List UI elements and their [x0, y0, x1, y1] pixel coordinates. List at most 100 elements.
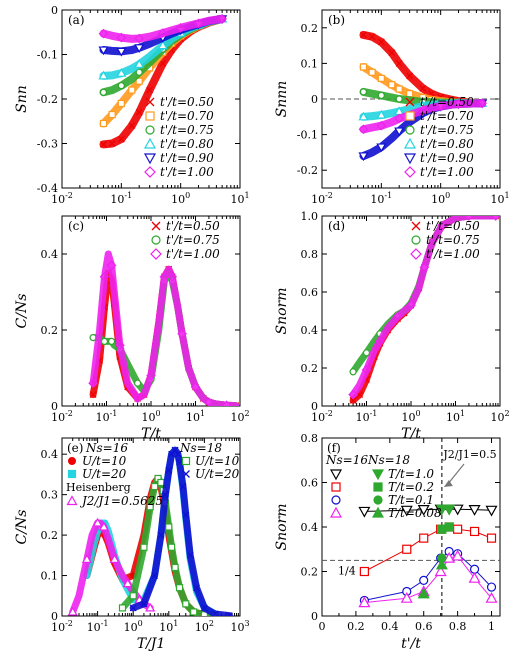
tick-label: 0.8 — [449, 620, 467, 633]
data-point — [118, 604, 127, 612]
data-point — [358, 124, 369, 135]
data-point — [177, 328, 187, 339]
data-point — [175, 22, 186, 33]
data-point — [135, 68, 143, 76]
tick-label: 100 — [124, 619, 143, 634]
data-point — [157, 531, 165, 539]
tick-label: -0.3 — [37, 138, 58, 151]
tick-label: 0.4 — [41, 248, 59, 261]
data-point — [358, 506, 371, 518]
legend-title: Heisenberg — [66, 481, 131, 494]
legend-label: T/t=0.2 — [388, 480, 434, 494]
data-point — [151, 482, 159, 491]
data-point — [167, 271, 178, 282]
tick-label: 0 — [311, 93, 318, 106]
data-point — [376, 143, 387, 153]
data-point — [464, 216, 474, 221]
data-point — [217, 14, 227, 24]
tick-label: 101 — [446, 409, 465, 424]
data-point — [451, 549, 464, 561]
data-point — [182, 470, 190, 478]
series-group — [98, 13, 228, 149]
tick-label: -0.1 — [37, 49, 58, 62]
data-point — [419, 575, 429, 586]
data-point — [419, 262, 430, 273]
data-point — [159, 59, 167, 67]
tick-label: 0.2 — [301, 22, 319, 35]
data-point — [358, 152, 369, 162]
data-point — [373, 482, 383, 492]
data-point — [134, 379, 142, 387]
data-point — [406, 90, 414, 98]
data-point — [331, 495, 341, 505]
data-point — [349, 368, 357, 376]
legend-title: Ns=16 — [85, 441, 128, 455]
data-point — [132, 393, 143, 404]
legend-label: J2/J1=0.5625 — [79, 494, 163, 508]
data-point — [468, 505, 481, 516]
data-point — [395, 59, 403, 67]
legend-label: t'/t=1.00 — [426, 247, 480, 261]
data-point — [129, 604, 137, 612]
data-point — [134, 59, 145, 68]
plot-frame — [61, 437, 241, 617]
legend-label: t'/t=0.50 — [426, 219, 480, 233]
data-point — [394, 113, 405, 124]
panel-b: 10-2 10-1 100 101 -0.2 -0.1 0 0.1 0.2 (b) Snnn t'/t… — [274, 9, 510, 206]
tick-label: 0 — [311, 400, 318, 413]
data-point — [134, 44, 145, 54]
legend-label: U/t=10 — [195, 454, 240, 468]
legend-label: U/t=20 — [195, 467, 240, 481]
y-axis-title: C/Ns — [14, 510, 30, 545]
data-point — [157, 478, 165, 487]
data-point — [146, 370, 156, 381]
data-point — [88, 378, 98, 389]
data-point — [146, 503, 154, 511]
y-axis-title: Snn — [14, 85, 30, 113]
arrow-head — [443, 480, 453, 487]
legend-label: t'/t=0.70 — [420, 109, 474, 123]
data-point — [375, 336, 385, 347]
data-point — [477, 98, 487, 109]
data-point — [98, 521, 109, 531]
series-band — [359, 99, 487, 134]
tick-label: 0.8 — [301, 248, 319, 261]
tick-label: 0.8 — [301, 432, 319, 445]
tick-label: -0.2 — [297, 164, 318, 177]
data-point — [395, 95, 403, 103]
data-point — [128, 122, 136, 130]
data-point — [437, 220, 447, 231]
data-point — [186, 551, 194, 559]
hline-label: 1/4 — [338, 564, 356, 577]
annotation-arrow — [447, 463, 465, 485]
y-axis-title: Snorm — [274, 287, 290, 334]
tick-label: 0.4 — [301, 324, 319, 337]
data-point — [106, 260, 117, 271]
data-point — [165, 466, 173, 474]
data-point — [99, 88, 108, 96]
panel-label: (d) — [328, 219, 345, 233]
tick-label: 102 — [230, 409, 249, 424]
legend-label: t'/t=1.00 — [420, 165, 474, 179]
panel-label: (e) — [67, 441, 83, 455]
tick-label: 102 — [490, 409, 509, 424]
data-point — [98, 70, 109, 80]
data-point — [404, 166, 416, 178]
tick-label: 10-2 — [51, 619, 73, 634]
data-point — [157, 28, 168, 38]
series-band — [99, 14, 227, 43]
panel-label: (c) — [68, 219, 84, 233]
tick-label: -0.1 — [297, 129, 318, 142]
tick-label: 0 — [319, 620, 326, 633]
data-point — [417, 105, 428, 116]
tick-label: 101 — [490, 191, 509, 206]
data-point — [490, 216, 500, 221]
data-point — [174, 450, 182, 458]
data-point — [190, 608, 198, 616]
data-point — [151, 235, 161, 245]
data-point — [453, 99, 464, 109]
data-point — [182, 511, 190, 519]
data-point — [329, 469, 343, 481]
data-point — [161, 491, 169, 499]
